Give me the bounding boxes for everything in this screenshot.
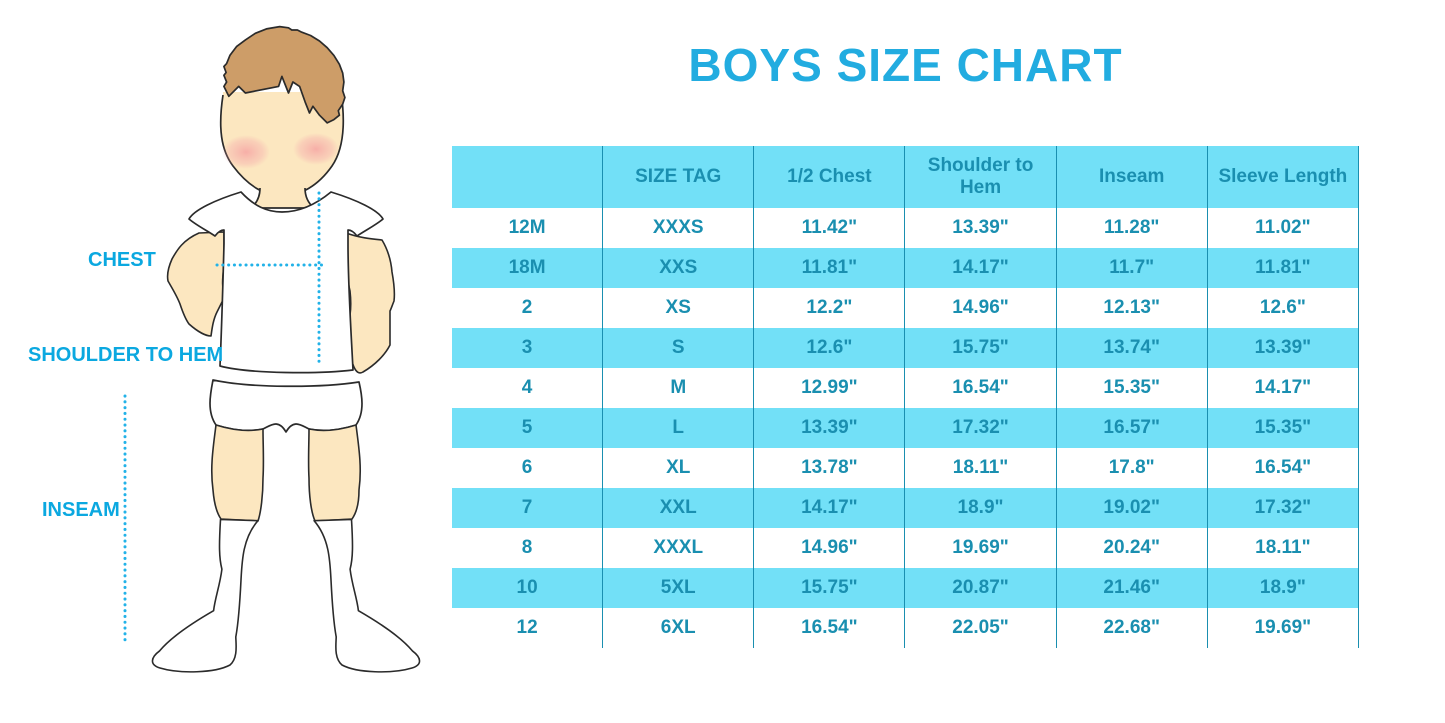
svg-text:SHOULDER TO HEM: SHOULDER TO HEM: [28, 344, 223, 366]
svg-text:INSEAM: INSEAM: [42, 499, 120, 521]
svg-text:CHEST: CHEST: [88, 249, 156, 271]
